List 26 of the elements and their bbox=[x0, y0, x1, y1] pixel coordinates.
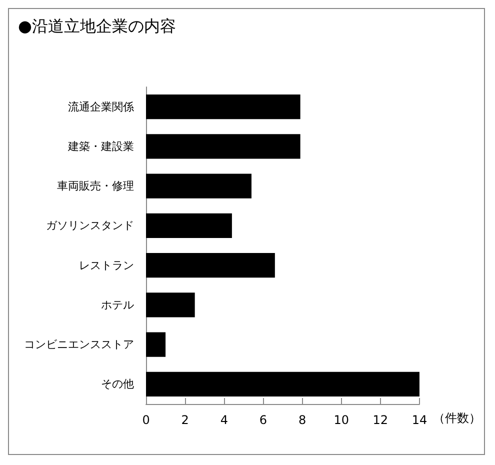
y-tick-label: ホテル bbox=[101, 298, 134, 312]
x-tick-label: 6 bbox=[259, 413, 268, 427]
bar bbox=[146, 134, 300, 159]
y-tick-label: ガソリンスタンド bbox=[46, 219, 134, 232]
x-tick-label: 0 bbox=[142, 413, 150, 427]
y-tick-label: レストラン bbox=[79, 258, 134, 272]
y-tick-label: 流通企業関係 bbox=[68, 100, 134, 114]
y-tick-label: 車両販売・修理 bbox=[57, 180, 134, 193]
x-tick-label: 2 bbox=[181, 413, 189, 427]
bar bbox=[146, 292, 195, 318]
x-tick-label: 8 bbox=[298, 413, 306, 427]
x-tick-label: 4 bbox=[220, 413, 228, 427]
bar bbox=[146, 332, 166, 357]
chart-title: ●沿道立地企業の内容 bbox=[18, 16, 176, 36]
bar bbox=[146, 94, 300, 120]
y-tick-label: コンビニエンスストア bbox=[24, 338, 134, 352]
x-axis-title: （件数） bbox=[433, 411, 481, 425]
x-tick-label: 14 bbox=[412, 413, 428, 427]
bar bbox=[146, 174, 252, 198]
bar bbox=[146, 253, 275, 278]
bar bbox=[146, 372, 420, 396]
x-tick-label: 10 bbox=[334, 413, 349, 427]
y-tick-label: その他 bbox=[101, 378, 134, 391]
x-tick-label: 12 bbox=[372, 413, 388, 427]
bar bbox=[146, 213, 232, 238]
y-tick-label: 建築・建設業 bbox=[67, 140, 134, 153]
